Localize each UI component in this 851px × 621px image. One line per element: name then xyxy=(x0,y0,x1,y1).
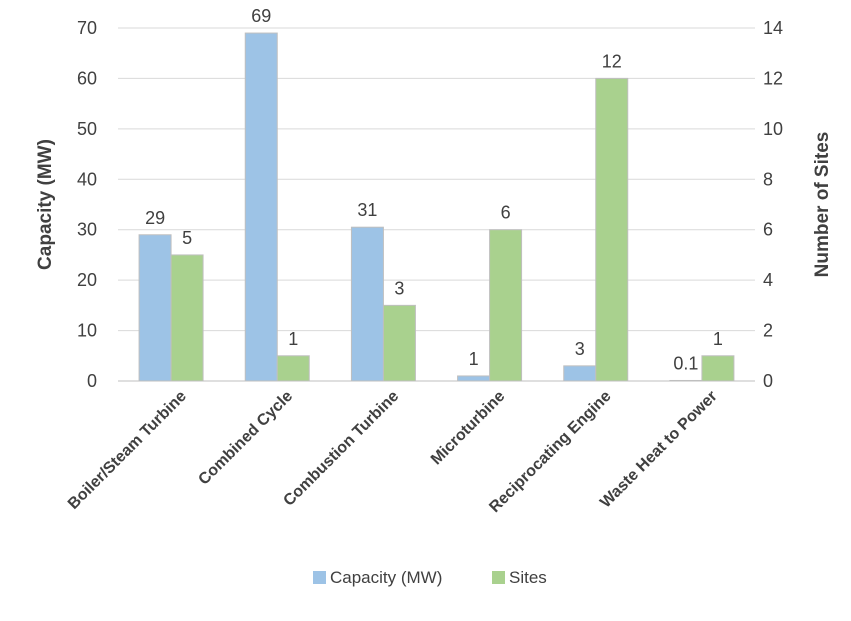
left-axis-ticks: 0 10 20 30 40 50 60 70 xyxy=(77,18,97,391)
y-tick-label: 70 xyxy=(77,18,97,38)
gridlines xyxy=(118,27,755,382)
y2-tick-label: 2 xyxy=(763,321,773,341)
y-tick-label: 0 xyxy=(87,371,97,391)
right-axis-ticks: 0 2 4 6 8 10 12 14 xyxy=(763,18,783,391)
bar-capacity-mw-combined-cycle xyxy=(244,32,278,382)
bar-sites-combustion-turbine xyxy=(382,304,416,382)
data-label-sites: 1 xyxy=(288,329,298,349)
y2-tick-label: 4 xyxy=(763,270,773,290)
category-label: Combined Cycle xyxy=(195,388,296,489)
y2-tick-label: 6 xyxy=(763,220,773,240)
y-axis-title: Capacity (MW) xyxy=(35,139,56,270)
legend-swatch-sites xyxy=(492,571,505,584)
y2-tick-label: 0 xyxy=(763,371,773,391)
y-tick-label: 60 xyxy=(77,68,97,88)
category-label: Reciprocating Engine xyxy=(486,388,614,516)
legend: Capacity (MW) Sites xyxy=(313,568,547,587)
data-label-capacity-mw: 3 xyxy=(575,339,585,359)
y2-tick-label: 14 xyxy=(763,18,783,38)
data-label-capacity-mw: 1 xyxy=(469,349,479,369)
legend-label-capacity: Capacity (MW) xyxy=(330,568,442,587)
bar-capacity-mw-waste-heat-to-power xyxy=(669,379,703,382)
y2-axis-title: Number of Sites xyxy=(812,132,833,278)
data-label-sites: 1 xyxy=(713,329,723,349)
y-tick-label: 40 xyxy=(77,169,97,189)
bar-capacity-mw-combustion-turbine xyxy=(350,226,384,382)
data-label-capacity-mw: 69 xyxy=(251,6,271,26)
data-label-capacity-mw: 31 xyxy=(357,200,377,220)
y-tick-label: 10 xyxy=(77,321,97,341)
legend-swatch-capacity xyxy=(313,571,326,584)
y2-tick-label: 10 xyxy=(763,119,783,139)
category-label: Waste Heat to Power xyxy=(597,388,721,512)
data-label-capacity-mw: 29 xyxy=(145,208,165,228)
bar-sites-reciprocating-engine xyxy=(595,77,629,382)
bar-capacity-mw-boiler-steam-turbine xyxy=(138,234,172,382)
data-label-capacity-mw: 0.1 xyxy=(673,353,698,373)
bar-sites-microturbine xyxy=(489,229,523,382)
category-labels: Boiler/Steam Turbine Combined CycleCombus… xyxy=(65,388,721,516)
data-label-sites: 12 xyxy=(602,51,622,71)
y-tick-label: 20 xyxy=(77,270,97,290)
bar-capacity-mw-microturbine xyxy=(457,375,491,382)
data-label-sites: 6 xyxy=(501,203,511,223)
y-tick-label: 30 xyxy=(77,220,97,240)
data-labels: 29 69 31 1 3 0.1 5 1 3 6 12 1 xyxy=(145,6,723,373)
bar-sites-waste-heat-to-power xyxy=(701,355,735,382)
data-label-sites: 3 xyxy=(394,278,404,298)
category-label: Boiler/Steam Turbine xyxy=(65,388,190,513)
y-tick-label: 50 xyxy=(77,119,97,139)
legend-label-sites: Sites xyxy=(509,568,547,587)
data-label-sites: 5 xyxy=(182,228,192,248)
bar-sites-boiler-steam-turbine xyxy=(170,254,204,382)
y2-tick-label: 8 xyxy=(763,169,773,189)
bar-sites-combined-cycle xyxy=(276,355,310,382)
bar-capacity-mw-reciprocating-engine xyxy=(563,365,597,382)
y2-tick-label: 12 xyxy=(763,68,783,88)
bars xyxy=(138,32,735,382)
category-label: Microturbine xyxy=(428,388,509,469)
category-label: Combustion Turbine xyxy=(280,388,402,510)
